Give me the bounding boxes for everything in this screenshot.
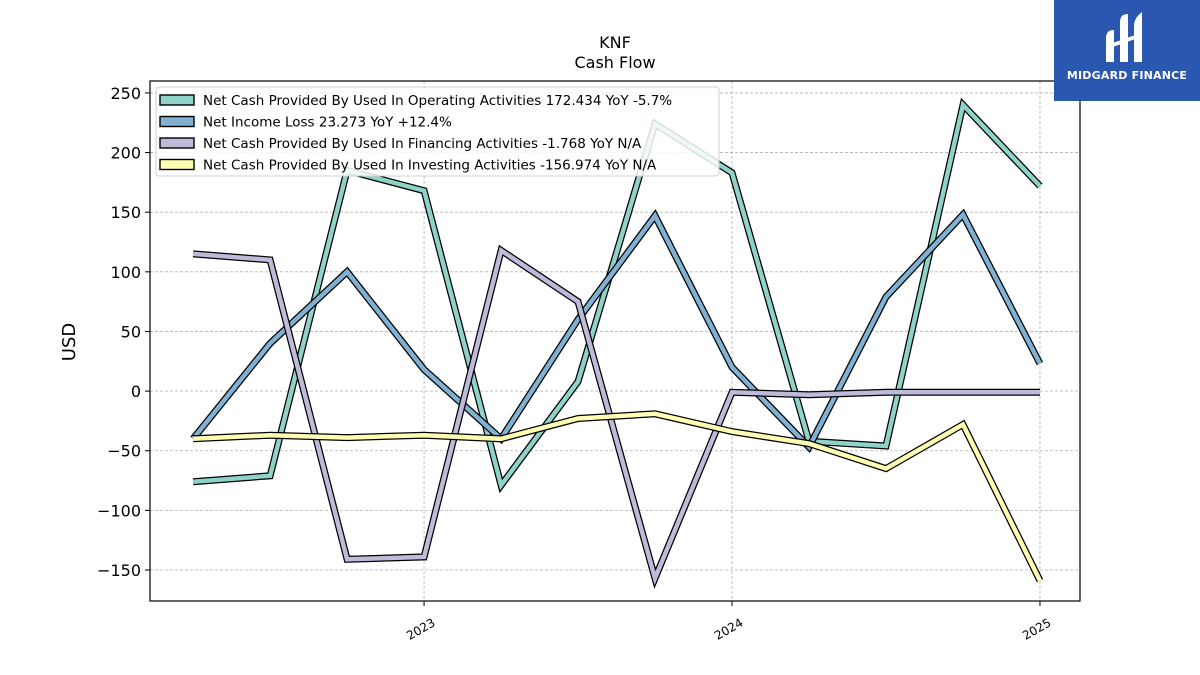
legend-label: Net Cash Provided By Used In Financing A…: [203, 136, 642, 152]
logo-mark-icon: [1106, 12, 1142, 62]
plot-frame: [149, 80, 1081, 602]
midgard-finance-logo: MIDGARD FINANCE: [1054, 0, 1200, 101]
legend-swatch: [159, 158, 195, 171]
series-stroke: [192, 411, 1043, 582]
y-tick-label: 100: [110, 263, 141, 282]
series-line-2: [190, 208, 1044, 454]
chart-subtitle: Cash Flow: [574, 53, 655, 72]
y-tick-label: −50: [107, 442, 141, 461]
legend: Net Cash Provided By Used In Operating A…: [155, 86, 720, 177]
y-tick-label: 250: [110, 84, 141, 103]
legend-swatch: [159, 137, 195, 149]
series-line-3: [192, 244, 1040, 590]
series-stroke: [192, 246, 1040, 586]
y-tick-label: −100: [97, 501, 141, 520]
y-tick-label: 50: [121, 322, 141, 341]
x-tick-label: 2024: [712, 615, 745, 642]
series-line-4: [192, 410, 1044, 583]
series-stroke: [191, 210, 1042, 451]
legend-box: [155, 86, 720, 177]
series-layer: [190, 97, 1044, 590]
x-tick-label: 2023: [404, 615, 437, 642]
y-tick-label: 200: [110, 144, 141, 163]
x-tick-label: 2025: [1020, 615, 1053, 642]
y-axis: −150 −100 −50 0 50 100 150 200 250: [97, 84, 150, 580]
legend-label: Net Income Loss 23.273 YoY +12.4%: [203, 115, 452, 131]
y-tick-label: 150: [110, 203, 141, 222]
chart-title: KNF: [599, 33, 631, 52]
legend-label: Net Cash Provided By Used In Operating A…: [203, 93, 672, 109]
y-axis-label: USD: [59, 323, 80, 361]
x-axis: 2023 2024 2025: [404, 601, 1053, 643]
logo-text: MIDGARD FINANCE: [1066, 69, 1188, 82]
legend-label: Net Cash Provided By Used In Investing A…: [203, 158, 657, 174]
legend-swatch: [159, 94, 195, 106]
y-tick-label: 0: [131, 382, 141, 401]
y-tick-label: −150: [97, 561, 141, 580]
legend-swatch: [159, 115, 195, 128]
